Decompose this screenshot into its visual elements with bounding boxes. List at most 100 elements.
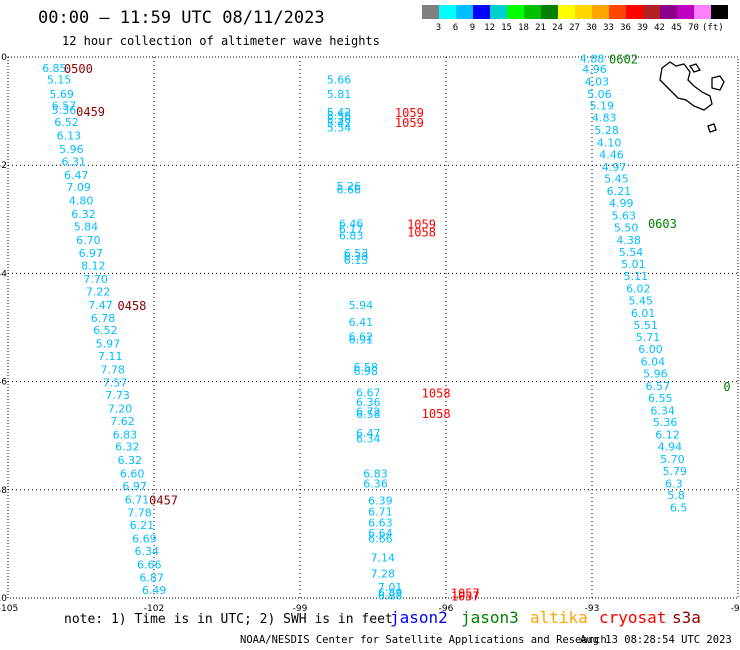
time-label: 0457 (149, 494, 178, 508)
color-swatch (711, 5, 728, 19)
wave-height-value: 6.67 (356, 386, 381, 399)
x-tick-label: -96 (439, 604, 454, 614)
satellite-legend-jason3: jason3 (461, 608, 519, 627)
wave-height-value: 6.13 (344, 254, 369, 267)
wave-height-value: 4.03 (585, 75, 610, 88)
wave-height-value: 6.32 (115, 441, 140, 454)
satellite-legend-jason2: jason2 (390, 608, 448, 627)
wave-height-value: 5.94 (349, 299, 374, 312)
wave-height-value: 5.54 (619, 246, 644, 259)
chart-subtitle: 12 hour collection of altimeter wave hei… (62, 34, 380, 48)
wave-height-value: 5.51 (633, 319, 658, 332)
time-label: 1059 (395, 116, 424, 130)
wave-height-value: 5.42 (327, 106, 352, 119)
credit-text: NOAA/NESDIS Center for Satellite Applica… (240, 634, 607, 646)
wave-height-value: 5.19 (590, 100, 615, 113)
x-tick-label: -102 (144, 604, 164, 614)
wave-height-value: 5.69 (49, 88, 74, 101)
wave-height-value: 6.02 (626, 283, 651, 296)
wave-height-value: 7.20 (108, 403, 132, 416)
wave-height-value: 7.62 (110, 415, 135, 428)
wave-height-value: 6.98 (354, 365, 379, 378)
x-tick-label: -93 (585, 604, 600, 614)
time-label: 1058 (422, 407, 451, 421)
color-swatch (473, 5, 490, 19)
color-scale-label: (ft) (702, 23, 724, 33)
wave-height-value: 6.32 (71, 208, 96, 221)
wave-height-value: 5.45 (604, 173, 629, 186)
satellite-legend-s3a: s3a (672, 608, 701, 627)
color-scale-label: 21 (535, 23, 546, 33)
color-scale-label: 33 (603, 23, 614, 33)
wave-height-value: 6.70 (76, 234, 101, 247)
wave-height-value: 6.46 (339, 218, 364, 231)
wave-height-value: 6.72 (356, 405, 381, 418)
wave-height-value: 7.22 (86, 285, 111, 298)
wave-height-value: 6.17 (339, 223, 364, 236)
island-outline (707, 123, 717, 133)
wave-height-value: 6.47 (356, 427, 381, 440)
wave-height-value: 5.26 (337, 180, 362, 193)
wave-height-value: 6.97 (79, 247, 104, 260)
wave-height-value: 6.52 (93, 324, 118, 337)
wave-height-value: 4.10 (597, 136, 622, 149)
color-swatch (677, 5, 694, 19)
wave-height-value: 6.32 (118, 454, 143, 467)
wave-height-value: 6.60 (120, 468, 145, 481)
color-swatch (575, 5, 592, 19)
wave-height-value: 5.58 (327, 109, 352, 122)
time-label: 0603 (648, 217, 677, 231)
wave-height-value: 4.80 (69, 194, 94, 207)
color-scale-label: 9 (469, 23, 476, 33)
time-label: 1059 (395, 106, 424, 120)
wave-height-value: 6.62 (349, 331, 374, 344)
wave-height-value: 6.88 (378, 589, 403, 602)
color-scale-label: 3 (435, 23, 442, 33)
x-tick-label: -99 (293, 604, 308, 614)
wave-height-value: 6.64 (368, 527, 393, 540)
wave-height-value: 5.15 (47, 74, 72, 87)
wave-height-value: 6.71 (368, 505, 393, 518)
wave-height-value: 6.12 (655, 429, 680, 442)
wave-height-value: 6.36 (363, 477, 388, 490)
wave-height-value: 5.71 (636, 331, 661, 344)
color-swatch (694, 5, 711, 19)
wave-height-value: 6.34 (135, 545, 160, 558)
wave-height-value: 6.3 (665, 477, 683, 490)
wave-height-value: 5.63 (611, 210, 636, 223)
y-tick-label: -2 (0, 161, 7, 171)
color-swatch (541, 5, 558, 19)
wave-height-value: 6.21 (130, 519, 155, 532)
wave-height-value: 6.36 (356, 396, 381, 409)
wave-height-value: 7.73 (105, 389, 130, 402)
wave-height-value: 6.38 (344, 250, 369, 263)
wave-height-value: 5.38 (327, 113, 352, 126)
wave-height-value: 7.57 (103, 377, 128, 390)
wave-height-value: 5.66 (327, 74, 352, 87)
wave-height-value: 6.58 (354, 361, 379, 374)
wave-height-value: 6.57 (646, 380, 671, 393)
wave-height-value: 6.04 (641, 356, 666, 369)
color-swatch (558, 5, 575, 19)
wave-height-value: 6.66 (368, 532, 393, 545)
wave-height-value: 6.55 (648, 392, 673, 405)
wave-height-value: 5.28 (594, 124, 619, 137)
wave-height-value: 7.70 (83, 273, 108, 286)
color-scale-label: 24 (552, 23, 563, 33)
wave-height-value: 6.89 (378, 587, 403, 600)
time-label: 0458 (118, 299, 147, 313)
island-outline (711, 75, 725, 91)
color-swatch (660, 5, 677, 19)
wave-height-value: 7.47 (88, 299, 113, 312)
wave-height-value: 6.39 (368, 495, 393, 508)
wave-height-value: 5.8 (667, 489, 685, 502)
footnote: note: 1) Time is in UTC; 2) SWH is in fe… (64, 612, 393, 627)
wave-height-value: 5.36 (52, 104, 77, 117)
time-label: 1059 (407, 218, 436, 232)
color-scale-label: 45 (671, 23, 682, 33)
color-scale-label: 36 (620, 23, 631, 33)
wave-height-value: 8.12 (81, 259, 106, 272)
color-swatch (643, 5, 660, 19)
color-scale-label: 42 (654, 23, 665, 33)
wave-height-value: 7.14 (371, 551, 396, 564)
